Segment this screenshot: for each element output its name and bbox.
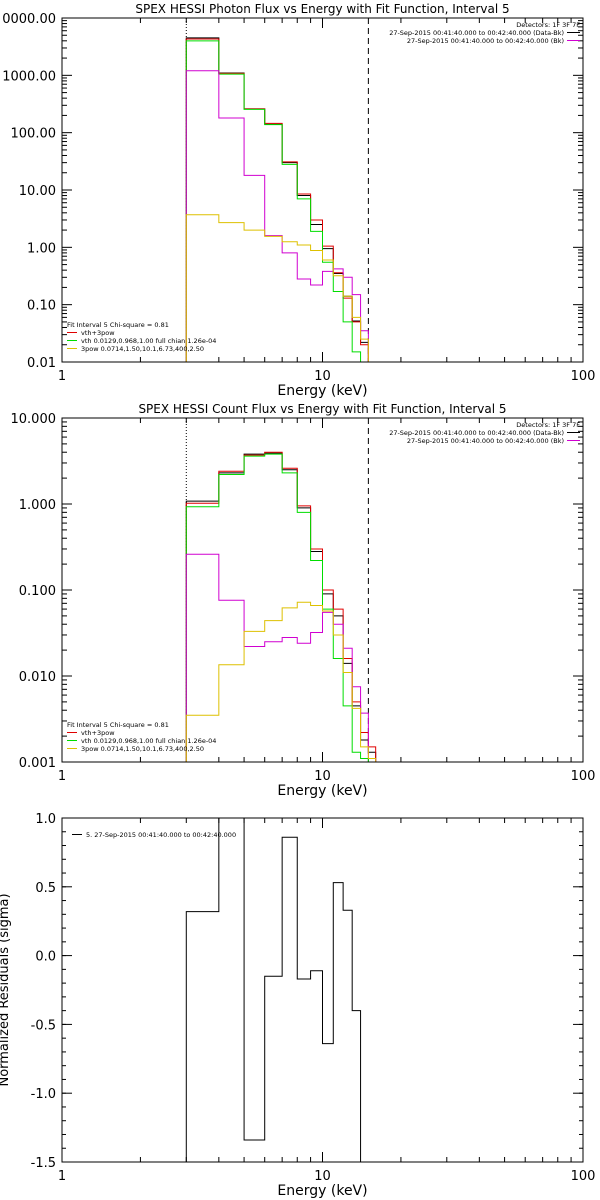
series-line-data-bk xyxy=(185,37,369,362)
chart-title: SPEX HESSI Count Flux vs Energy with Fit… xyxy=(138,402,506,416)
series-line-3pow xyxy=(185,601,377,762)
legend-entry-text: vth+3pow xyxy=(81,329,115,337)
chart-title: SPEX HESSI Photon Flux vs Energy with Fi… xyxy=(135,2,509,16)
y-tick-label: -0.5 xyxy=(31,1018,56,1033)
series-line-vth-3pow xyxy=(185,451,377,762)
legend-entry-text: vth+3pow xyxy=(81,729,115,737)
legend-entry-text: 27-Sep-2015 00:41:40.000 to 00:42:40.000… xyxy=(389,29,564,37)
legend-entry-text: vth 0.0129,0.968,1.00 full chian 1.26e-0… xyxy=(81,737,216,745)
legend-entry-text: 3pow 0.0714,1.50,10.1,6.73,400,2.50 xyxy=(81,745,204,753)
chart-panel-2: SPEX HESSI Count Flux vs Energy with Fit… xyxy=(11,402,596,799)
series-line-bk xyxy=(185,70,369,362)
y-tick-label: -1.0 xyxy=(31,1087,56,1102)
y-tick-label: 1.0 xyxy=(35,812,56,827)
legend-bottom-left: Fit Interval 5 Chi-square = 0.81vth+3pow… xyxy=(67,721,216,753)
legend-header: Fit Interval 5 Chi-square = 0.81 xyxy=(67,321,169,329)
y-axis-label: Normalized Residuals (sigma) xyxy=(0,893,12,1086)
x-tick-label: 100 xyxy=(571,369,596,384)
x-tick-label: 100 xyxy=(571,1169,596,1184)
legend-header: Fit Interval 5 Chi-square = 0.81 xyxy=(67,721,169,729)
series-group xyxy=(185,818,362,1162)
series-line-data-bk xyxy=(185,452,377,762)
legend-entry-text: 27-Sep-2015 00:41:40.000 to 00:42:40.000… xyxy=(407,37,564,45)
series-line-vth xyxy=(185,40,362,362)
x-tick-label: 10 xyxy=(314,769,331,784)
x-tick-label: 1 xyxy=(58,1169,66,1184)
y-tick-label: 100.00 xyxy=(11,127,57,142)
plot-frame xyxy=(61,417,584,763)
x-tick-label: 1 xyxy=(58,369,66,384)
y-tick-label: 10.000 xyxy=(11,412,57,427)
series-line-bk xyxy=(185,553,377,762)
legend-bottom-left: Fit Interval 5 Chi-square = 0.81vth+3pow… xyxy=(67,321,216,353)
y-tick-label: 10.00 xyxy=(19,184,56,199)
x-axis-label: Energy (keV) xyxy=(277,1183,367,1199)
plot-frame xyxy=(61,17,584,363)
legend-header: Detectors: 1F 3F 7F xyxy=(516,21,580,29)
x-tick-label: 100 xyxy=(571,769,596,784)
legend-entry-text: vth 0.0129,0.968,1.00 full chian 1.26e-0… xyxy=(81,337,216,345)
legend-top-left: 5. 27-Sep-2015 00:41:40.000 to 00:42:40.… xyxy=(72,831,236,839)
y-tick-label: 0.100 xyxy=(19,584,56,599)
chart-panel-3: 1 10 100 Energy (keV) -1.5 -1.0 -0.5 0.0 0.5 1.0 N… xyxy=(0,812,595,1199)
y-tick-label: 0000.00 xyxy=(2,12,56,27)
x-tick-label: 10 xyxy=(314,369,331,384)
series-line-vth xyxy=(185,453,377,762)
series-group xyxy=(185,37,369,362)
y-tick-label: 1.000 xyxy=(19,498,56,513)
y-tick-label: 0.10 xyxy=(27,299,56,314)
plot-frame xyxy=(61,817,584,1163)
x-tick-label: 10 xyxy=(314,1169,331,1184)
chart-panel-1: SPEX HESSI Photon Flux vs Energy with Fi… xyxy=(2,2,595,399)
legend-entry-text: 3pow 0.0714,1.50,10.1,6.73,400,2.50 xyxy=(81,345,204,353)
y-tick-label: 0.001 xyxy=(19,756,56,771)
y-tick-label: -1.5 xyxy=(31,1156,56,1171)
series-line-3pow xyxy=(185,214,369,362)
y-tick-label: 0.0 xyxy=(35,950,56,965)
y-tick-label: 0.01 xyxy=(27,356,56,371)
x-tick-label: 1 xyxy=(58,769,66,784)
series-line-vth-3pow xyxy=(185,38,369,362)
legend-entry-text: 27-Sep-2015 00:41:40.000 to 00:42:40.000… xyxy=(389,429,564,437)
x-axis-label: Energy (keV) xyxy=(277,383,367,399)
legend-entry-text: 5. 27-Sep-2015 00:41:40.000 to 00:42:40.… xyxy=(86,831,236,839)
y-tick-label: 0.010 xyxy=(19,670,56,685)
y-tick-label: 1000.00 xyxy=(2,69,56,84)
y-tick-label: 0.5 xyxy=(35,881,56,896)
series-line-residuals xyxy=(185,818,362,1162)
legend-header: Detectors: 1F 3F 7F xyxy=(516,421,580,429)
series-group xyxy=(185,451,377,762)
x-axis-label: Energy (keV) xyxy=(277,783,367,799)
legend-entry-text: 27-Sep-2015 00:41:40.000 to 00:42:40.000… xyxy=(407,437,564,445)
y-tick-label: 1.00 xyxy=(27,241,56,256)
